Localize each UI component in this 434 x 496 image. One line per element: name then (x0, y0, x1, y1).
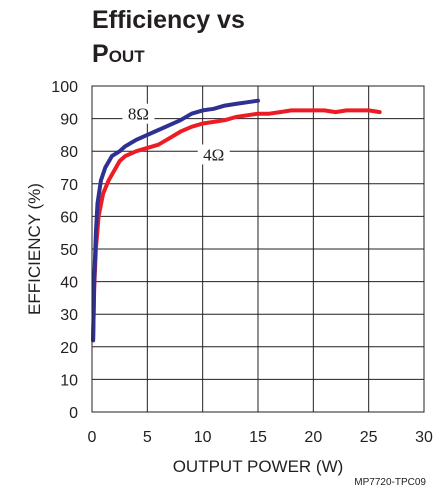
y-tick-label: 100 (51, 79, 78, 96)
figure-id: MP7720-TPC09 (354, 477, 426, 488)
x-tick-labels: 0 5 10 15 20 25 30 (88, 429, 433, 446)
series-label-8ohm: 8Ω (128, 105, 149, 124)
x-tick-label: 5 (143, 429, 152, 446)
series-label-4ohm: 4Ω (203, 145, 224, 164)
x-tick-label: 20 (304, 429, 322, 446)
y-tick-label: 0 (69, 405, 78, 422)
x-tick-label: 10 (194, 429, 212, 446)
y-tick-label: 60 (60, 209, 78, 226)
x-tick-label: 0 (88, 429, 97, 446)
y-tick-label: 80 (60, 144, 78, 161)
y-tick-label: 90 (60, 112, 78, 129)
y-tick-labels: 0 10 20 30 40 50 60 70 80 90 100 (51, 79, 78, 422)
y-tick-label: 70 (60, 177, 78, 194)
y-tick-label: 20 (60, 340, 78, 357)
x-tick-label: 30 (415, 429, 433, 446)
x-axis-title: OUTPUT POWER (W) (173, 457, 344, 476)
y-tick-label: 30 (60, 307, 78, 324)
y-tick-label: 10 (60, 372, 78, 389)
x-tick-label: 15 (249, 429, 267, 446)
x-tick-label: 25 (360, 429, 378, 446)
y-tick-label: 40 (60, 275, 78, 292)
y-tick-label: 50 (60, 242, 78, 259)
y-axis-title: EFFICIENCY (%) (25, 183, 44, 315)
